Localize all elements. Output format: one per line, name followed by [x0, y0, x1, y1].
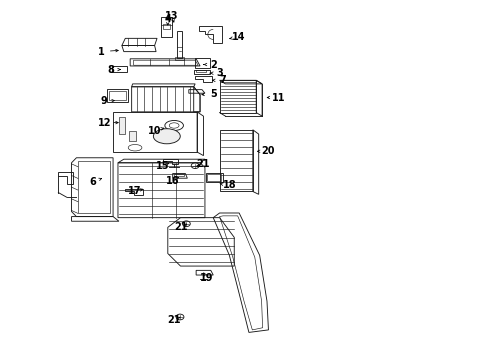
Bar [163, 24, 170, 30]
Text: 12: 12 [98, 118, 111, 128]
Text: 13: 13 [165, 11, 178, 21]
Text: 17: 17 [128, 186, 142, 197]
Text: 6: 6 [89, 177, 96, 187]
Bar [174, 174, 184, 176]
Text: 20: 20 [262, 146, 275, 156]
Bar [109, 91, 126, 100]
Text: 16: 16 [166, 176, 179, 186]
Bar [220, 80, 256, 113]
Text: 3: 3 [216, 68, 223, 78]
Bar [176, 31, 182, 58]
Text: 8: 8 [107, 64, 114, 75]
Text: 2: 2 [210, 59, 217, 69]
Bar [129, 131, 136, 140]
Text: 7: 7 [220, 75, 226, 85]
Ellipse shape [153, 129, 180, 144]
Text: 21: 21 [168, 315, 181, 325]
Bar [112, 66, 127, 72]
Text: 18: 18 [222, 180, 236, 190]
Bar [195, 58, 210, 68]
Bar [206, 173, 223, 182]
Bar [220, 130, 253, 192]
Text: 15: 15 [156, 161, 170, 171]
Text: 14: 14 [232, 32, 246, 41]
Bar [207, 174, 220, 181]
Text: 10: 10 [148, 126, 161, 135]
Text: 9: 9 [101, 96, 108, 106]
Text: 19: 19 [200, 273, 214, 283]
Bar [119, 117, 125, 134]
Bar [196, 69, 206, 72]
Bar [78, 161, 110, 213]
Text: 1: 1 [98, 46, 104, 57]
Text: 4: 4 [165, 14, 171, 24]
Text: 21: 21 [174, 222, 187, 232]
Text: 11: 11 [271, 93, 285, 103]
Text: 21: 21 [196, 159, 210, 169]
Bar [161, 17, 171, 37]
Bar [107, 89, 128, 102]
Bar [113, 112, 197, 152]
Bar [174, 57, 184, 59]
Text: 5: 5 [210, 89, 217, 99]
